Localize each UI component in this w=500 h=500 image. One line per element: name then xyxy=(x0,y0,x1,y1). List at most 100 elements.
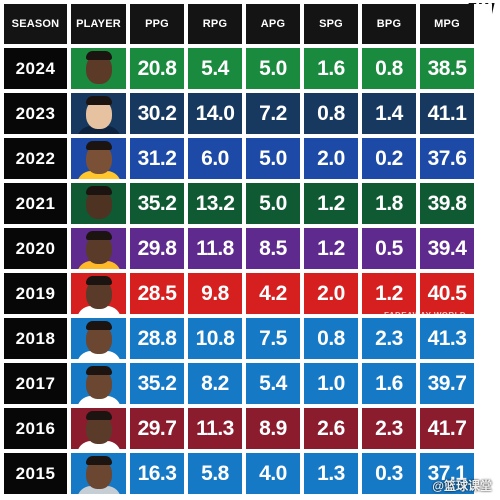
stat-mpg: 39.8 xyxy=(420,183,474,224)
stat-apg: 5.4 xyxy=(246,363,300,404)
player-hair xyxy=(85,276,112,285)
stat-mpg: 39.7 xyxy=(420,363,474,404)
stat-spg: 1.2 xyxy=(304,228,358,269)
season-cell: 2019 xyxy=(4,273,67,314)
stat-rpg: 11.8 xyxy=(188,228,242,269)
stat-bpg: 1.2 xyxy=(362,273,416,314)
stat-spg: 1.2 xyxy=(304,183,358,224)
stat-ppg: 29.7 xyxy=(130,408,184,449)
stat-mpg: 41.3 xyxy=(420,318,474,359)
stat-bpg: 1.4 xyxy=(362,93,416,134)
stat-mpg: 40.5 xyxy=(420,273,474,314)
season-cell: 2024 xyxy=(4,48,67,89)
stat-bpg: 2.3 xyxy=(362,318,416,359)
player-hair xyxy=(85,186,112,195)
watermark-fadeaway: FADEAWAY WORLD xyxy=(384,311,467,320)
player-hair xyxy=(85,456,112,465)
player-jersey xyxy=(76,486,121,494)
player-photo xyxy=(71,453,126,494)
player-hair xyxy=(85,366,112,375)
player-jersey xyxy=(76,351,121,359)
stat-apg: 4.0 xyxy=(246,453,300,494)
header-season: SEASON xyxy=(4,4,67,44)
season-cell: 2023 xyxy=(4,93,67,134)
header-player: PLAYER xyxy=(71,4,126,44)
season-cell: 2021 xyxy=(4,183,67,224)
player-jersey xyxy=(76,306,121,314)
stat-mpg: 39.4 xyxy=(420,228,474,269)
stat-apg: 8.9 xyxy=(246,408,300,449)
season-cell: 2018 xyxy=(4,318,67,359)
stat-spg: 0.8 xyxy=(304,93,358,134)
stat-spg: 1.0 xyxy=(304,363,358,404)
player-hair xyxy=(85,96,112,105)
stat-bpg: 0.5 xyxy=(362,228,416,269)
stat-ppg: 28.5 xyxy=(130,273,184,314)
stat-rpg: 9.8 xyxy=(188,273,242,314)
header-spg: SPG xyxy=(304,4,358,44)
player-hair xyxy=(85,321,112,330)
stat-rpg: 8.2 xyxy=(188,363,242,404)
stats-table: SEASON PLAYER PPG RPG APG SPG BPG MPG 2024 20.8 5.… xyxy=(4,4,492,494)
stat-spg: 1.6 xyxy=(304,48,358,89)
player-jersey xyxy=(76,216,121,224)
stat-bpg: 1.8 xyxy=(362,183,416,224)
header-mpg: MPG xyxy=(420,4,474,44)
season-cell: 2015 xyxy=(4,453,67,494)
season-cell: 2020 xyxy=(4,228,67,269)
player-jersey xyxy=(76,396,121,404)
player-photo xyxy=(71,273,126,314)
stat-apg: 4.2 xyxy=(246,273,300,314)
stat-spg: 2.6 xyxy=(304,408,358,449)
player-jersey xyxy=(76,441,121,449)
stat-ppg: 29.8 xyxy=(130,228,184,269)
stat-bpg: 1.6 xyxy=(362,363,416,404)
player-hair xyxy=(85,231,112,240)
header-ppg: PPG xyxy=(130,4,184,44)
stat-apg: 5.0 xyxy=(246,48,300,89)
stat-apg: 8.5 xyxy=(246,228,300,269)
season-cell: 2022 xyxy=(4,138,67,179)
stat-mpg: 37.6 xyxy=(420,138,474,179)
player-photo xyxy=(71,138,126,179)
season-cell: 2017 xyxy=(4,363,67,404)
stat-rpg: 5.4 xyxy=(188,48,242,89)
player-jersey xyxy=(76,126,121,134)
header-apg: APG xyxy=(246,4,300,44)
stat-rpg: 6.0 xyxy=(188,138,242,179)
stat-rpg: 10.8 xyxy=(188,318,242,359)
stat-mpg: 41.1 xyxy=(420,93,474,134)
stat-mpg: 37.1 xyxy=(420,453,474,494)
stat-spg: 2.0 xyxy=(304,273,358,314)
stat-bpg: 0.3 xyxy=(362,453,416,494)
player-hair xyxy=(85,141,112,150)
stat-ppg: 31.2 xyxy=(130,138,184,179)
stat-spg: 0.8 xyxy=(304,318,358,359)
player-jersey xyxy=(76,171,121,179)
stat-apg: 7.5 xyxy=(246,318,300,359)
stat-spg: 1.3 xyxy=(304,453,358,494)
season-cell: 2016 xyxy=(4,408,67,449)
stat-rpg: 13.2 xyxy=(188,183,242,224)
stat-bpg: 2.3 xyxy=(362,408,416,449)
stat-ppg: 20.8 xyxy=(130,48,184,89)
player-jersey xyxy=(76,81,121,89)
stat-bpg: 0.8 xyxy=(362,48,416,89)
stat-ppg: 30.2 xyxy=(130,93,184,134)
stat-rpg: 14.0 xyxy=(188,93,242,134)
stat-apg: 5.0 xyxy=(246,183,300,224)
stat-ppg: 16.3 xyxy=(130,453,184,494)
player-photo xyxy=(71,93,126,134)
header-bpg: BPG xyxy=(362,4,416,44)
stat-rpg: 5.8 xyxy=(188,453,242,494)
player-photo xyxy=(71,48,126,89)
player-photo xyxy=(71,408,126,449)
stat-rpg: 11.3 xyxy=(188,408,242,449)
stat-spg: 2.0 xyxy=(304,138,358,179)
player-photo xyxy=(71,363,126,404)
header-rpg: RPG xyxy=(188,4,242,44)
player-hair xyxy=(85,51,112,60)
stat-ppg: 35.2 xyxy=(130,363,184,404)
stat-ppg: 35.2 xyxy=(130,183,184,224)
player-hair xyxy=(85,411,112,420)
